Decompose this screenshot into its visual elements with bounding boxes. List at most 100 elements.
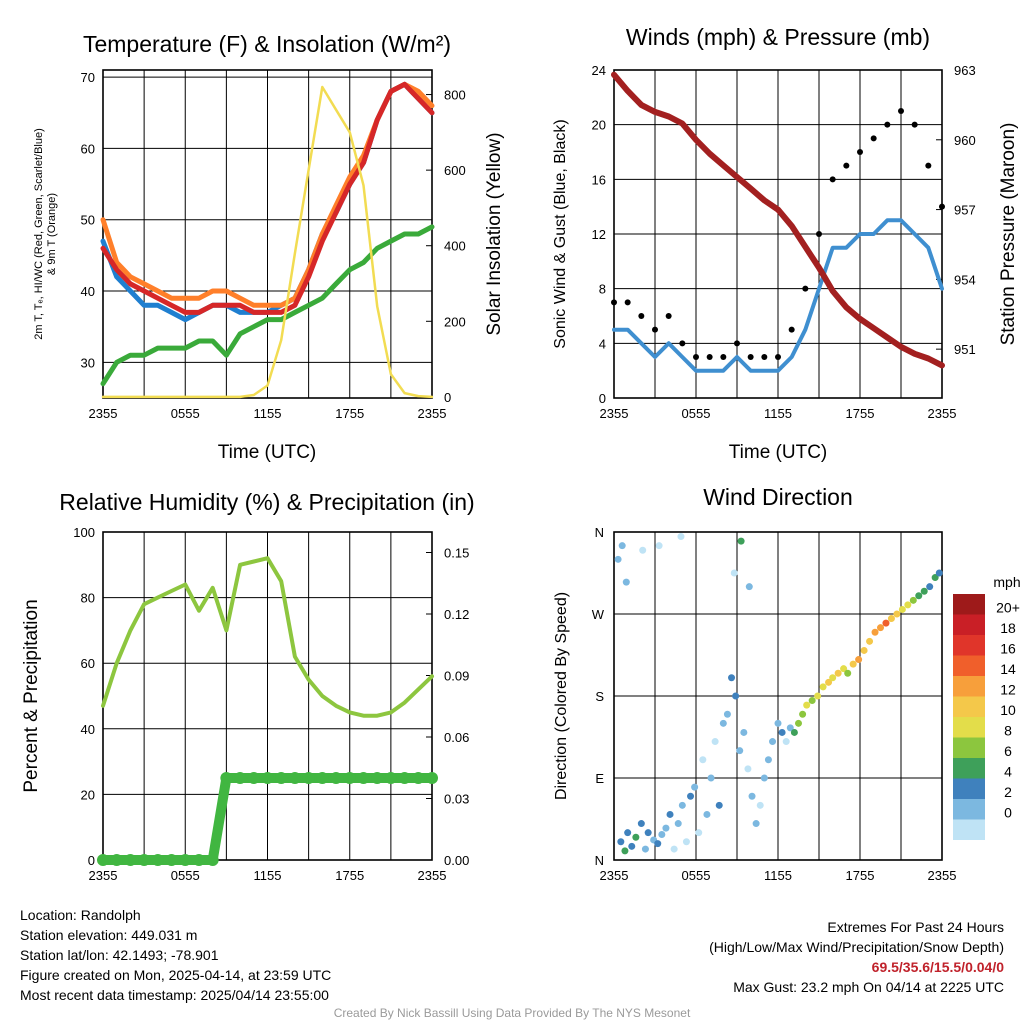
rh-y2-tick-label: 0.12 bbox=[444, 607, 469, 622]
temp-x-tick-label: 2355 bbox=[89, 406, 118, 421]
dir-point bbox=[825, 678, 833, 686]
wind-gust-point bbox=[638, 313, 645, 319]
temp-dewpoint-line bbox=[100, 224, 435, 387]
temp-y-tick-label: 70 bbox=[81, 70, 95, 85]
dir-x-tick-label: 1155 bbox=[764, 868, 792, 883]
dir-point bbox=[769, 738, 777, 746]
dir-point bbox=[691, 783, 699, 791]
dir-point bbox=[624, 829, 632, 837]
extremes-info: Extremes For Past 24 Hours (High/Low/Max… bbox=[709, 917, 1004, 997]
station-elevation: Station elevation: 449.031 m bbox=[20, 927, 198, 943]
dir-point bbox=[674, 820, 682, 828]
rh-precip-point bbox=[288, 772, 301, 784]
colorbar-swatch bbox=[953, 799, 985, 820]
temp-y-label-line2: & 9m T (Orange) bbox=[46, 193, 58, 275]
dir-y-tick-label: N bbox=[595, 853, 604, 868]
dir-point bbox=[740, 728, 748, 736]
rh-y2-tick-label: 0.15 bbox=[444, 546, 469, 561]
dir-point bbox=[904, 601, 912, 609]
dir-point bbox=[829, 674, 837, 682]
dir-point bbox=[803, 701, 811, 709]
wind-y2-tick-label: 954 bbox=[954, 272, 976, 287]
colorbar-label: 16 bbox=[1000, 641, 1016, 657]
dir-point bbox=[814, 692, 822, 700]
dir-point bbox=[819, 683, 827, 691]
dir-y-label: Direction (Colored By Speed) bbox=[553, 592, 570, 800]
colorbar-swatch bbox=[953, 696, 985, 717]
colorbar-label: 2 bbox=[1004, 784, 1012, 800]
colorbar-label: 6 bbox=[1004, 743, 1012, 759]
temp-y2-tick-label: 200 bbox=[444, 314, 466, 329]
wind-title: Winds (mph) & Pressure (mb) bbox=[626, 24, 930, 50]
dir-point bbox=[614, 555, 622, 563]
wind-gust-point bbox=[925, 162, 932, 169]
rh-precip-point bbox=[110, 854, 123, 866]
rh-precip-point bbox=[384, 772, 397, 784]
rh-y2-tick-label: 0.00 bbox=[444, 853, 469, 868]
dir-point bbox=[628, 842, 636, 850]
dir-point bbox=[736, 747, 744, 755]
wind-gust-point bbox=[939, 203, 945, 210]
temp-y-tick-label: 50 bbox=[81, 213, 95, 228]
colorbar-swatch bbox=[953, 819, 985, 840]
max-gust: Max Gust: 23.2 mph On 04/14 at 2225 UTC bbox=[733, 979, 1004, 995]
wind-gust-point bbox=[761, 354, 768, 360]
dir-point bbox=[799, 710, 807, 718]
rh-precip-point bbox=[124, 854, 137, 866]
dir-point bbox=[641, 845, 649, 853]
colorbar-swatch bbox=[953, 635, 985, 656]
dir-point bbox=[637, 820, 645, 828]
rh-precip-point bbox=[302, 772, 315, 784]
dir-point bbox=[644, 829, 652, 837]
rh-y-tick-label: 0 bbox=[88, 853, 95, 868]
dir-point bbox=[670, 845, 678, 853]
dir-point bbox=[728, 674, 736, 682]
rh-precip-point bbox=[151, 854, 164, 866]
temp-y2-tick-label: 800 bbox=[444, 88, 466, 103]
wind-gust-point bbox=[775, 354, 781, 360]
temp-x-tick-label: 1155 bbox=[254, 406, 282, 421]
wind-x-tick-label: 1155 bbox=[764, 406, 792, 421]
extremes-legend: (High/Low/Max Wind/Precipitation/Snow De… bbox=[709, 939, 1004, 955]
dir-point bbox=[795, 719, 802, 727]
temp-y2-tick-label: 600 bbox=[444, 163, 466, 178]
dir-point bbox=[909, 596, 917, 604]
temp-y-label-line1: 2m T, Tₑ, HI/WC (Red, Green, Scarlet/Blu… bbox=[33, 128, 45, 340]
temp-insolation-line bbox=[101, 85, 434, 399]
rh-precip-point bbox=[97, 854, 109, 866]
wind-gust-point bbox=[679, 340, 686, 347]
rh-precip-point bbox=[316, 772, 329, 784]
dir-y-tick-label: S bbox=[595, 689, 604, 704]
rh-title: Relative Humidity (%) & Precipitation (i… bbox=[59, 489, 474, 515]
wind-y-tick-label: 20 bbox=[592, 118, 606, 133]
wind-gust-point bbox=[788, 326, 795, 333]
dir-point bbox=[745, 583, 753, 591]
temp-y-tick-label: 60 bbox=[81, 141, 95, 156]
temp-x-tick-label: 2355 bbox=[418, 406, 447, 421]
dir-point bbox=[849, 660, 857, 668]
wind-gust-point bbox=[911, 121, 918, 128]
dir-point bbox=[871, 628, 879, 636]
rh-precip-point bbox=[192, 854, 205, 866]
dir-y-tick-label: N bbox=[595, 525, 604, 540]
dir-point bbox=[732, 692, 740, 700]
wind-x-tick-label: 1755 bbox=[846, 406, 875, 421]
dir-point bbox=[707, 774, 715, 782]
rh-precip-point bbox=[179, 854, 192, 866]
temp-y-tick-label: 30 bbox=[81, 355, 95, 370]
dir-point bbox=[654, 840, 662, 848]
rh-precip-point bbox=[371, 772, 384, 784]
dir-point bbox=[877, 624, 884, 632]
wind-gust-point bbox=[747, 354, 754, 360]
wind-y-tick-label: 0 bbox=[599, 391, 606, 406]
wind-gust-point bbox=[802, 285, 809, 292]
wind-y2-tick-label: 960 bbox=[954, 133, 976, 148]
dir-panel: 2355 0555 1155 1755 2355 Wind Direction N E S W N D… bbox=[553, 484, 1021, 883]
dir-point bbox=[655, 542, 663, 550]
dir-point bbox=[808, 697, 816, 705]
temp-y2-tick-label: 0 bbox=[444, 390, 451, 405]
wind-y-tick-label: 16 bbox=[592, 172, 606, 187]
wind-y-tick-label: 12 bbox=[592, 227, 606, 242]
colorbar-label: 10 bbox=[1000, 702, 1016, 718]
dir-point bbox=[882, 619, 890, 627]
